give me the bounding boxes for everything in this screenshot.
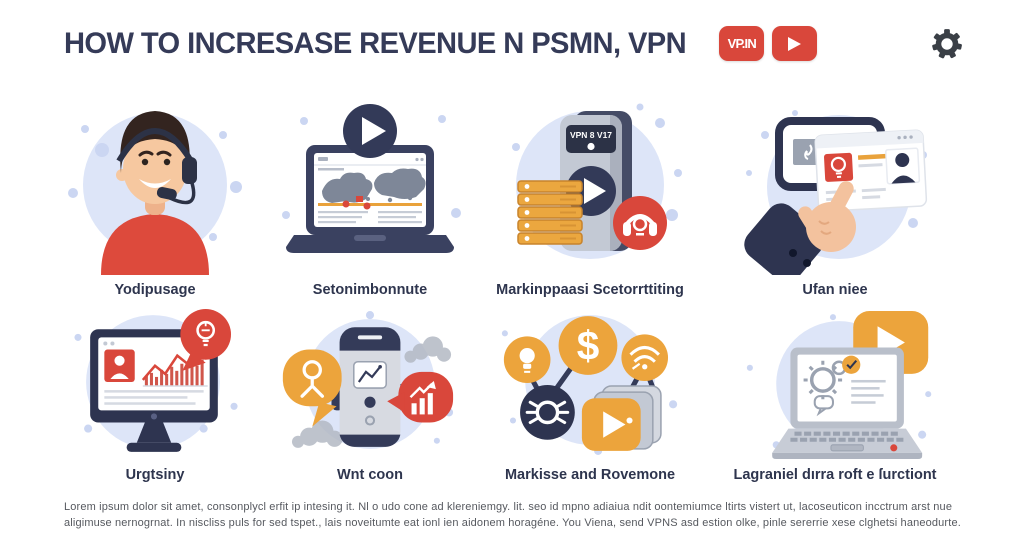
tile-money-network: $	[482, 307, 698, 483]
footer-paragraph: Lorem ipsum dolor sit amet, consonplycl …	[64, 500, 962, 531]
tile-monitor-analytics: Urgtsiny	[52, 307, 258, 483]
vpin-logo-badge: VP.IN	[719, 26, 765, 61]
hand	[744, 181, 856, 275]
browser-card	[814, 129, 928, 212]
server-stack-icon	[517, 180, 583, 245]
laptop-chat-play-icon	[746, 311, 932, 459]
headset-band	[116, 128, 194, 163]
hand-holding-browser-card-icon	[744, 110, 928, 275]
gear-doodles	[803, 360, 847, 417]
phone-speech-bubbles-icon	[282, 311, 454, 449]
vpn-server-phone-icon: VPN 8 V17	[512, 103, 682, 259]
tile-hand-card: Ufan niee	[698, 95, 972, 307]
hair	[120, 111, 190, 173]
money-network-play-icon: $	[501, 315, 678, 455]
device-label: VPN 8 V17	[570, 130, 612, 140]
header: HOW TO INCRESASE REVENUE N PSMN, VPN VP.…	[64, 26, 964, 61]
video-cards	[581, 385, 662, 451]
tile-caption: Ufan niee	[802, 282, 868, 298]
youtube-play-badge	[772, 26, 818, 61]
chart-bubble	[387, 371, 454, 423]
wifi-node	[621, 334, 669, 381]
tile-laptop-map: Setonimbonnute	[258, 95, 482, 307]
cloud-shapes	[291, 336, 452, 448]
logo-badges: VP.IN	[719, 26, 818, 61]
tile-caption: Wnt coon	[336, 467, 404, 483]
idea-bubble	[180, 309, 231, 371]
growth-chart	[141, 341, 208, 387]
tile-caption: Markinppaasi Scetorrttiting	[496, 282, 684, 298]
dollar-node: $	[558, 316, 618, 375]
tile-vpn-server: VPN 8 V17	[482, 95, 698, 307]
tile-caption: Lagraniel dırra roft e ſurctiont	[733, 467, 937, 483]
red-shirt	[101, 214, 209, 275]
tile-caption: Setonimbonnute	[312, 282, 428, 298]
idea-ring-node	[520, 385, 575, 440]
gear-icon[interactable]	[930, 27, 964, 61]
play-icon	[603, 411, 626, 438]
headset-badge	[613, 196, 667, 250]
laptop-world-map-play-icon	[282, 104, 461, 253]
footer-line-2: aligimuse nernogrnat. In niscliss puls f…	[64, 516, 961, 529]
avatar	[895, 153, 910, 168]
tile-support-agent: Yodipusage	[52, 95, 258, 307]
person-bubble	[282, 349, 342, 427]
device-screen	[566, 125, 616, 153]
world-map	[322, 168, 426, 203]
play-icon	[788, 36, 802, 51]
support-agent-headset-icon	[68, 111, 242, 275]
lightbulb-node	[503, 336, 551, 383]
tile-laptop-chat: Lagraniel dırra roft e ſurctiont	[698, 307, 972, 483]
footer-line-1: Lorem ipsum dolor sit amet, consonplycl …	[64, 501, 953, 513]
headset-earcup	[182, 157, 197, 184]
monitor-analytics-bulb-icon	[74, 309, 238, 452]
page-title: HOW TO INCRESASE REVENUE N PSMN, VPN	[64, 26, 687, 60]
headset-mic	[156, 186, 177, 201]
tile-caption: Markisse and Rovemone	[504, 467, 676, 483]
tile-caption: Urgtsiny	[125, 467, 185, 483]
dollar-icon: $	[577, 323, 600, 369]
tile-grid: Yodipusage	[52, 95, 972, 483]
tile-phone-bubbles: Wnt coon	[258, 307, 482, 483]
tile-caption: Yodipusage	[114, 282, 196, 298]
lightbulb-tile	[824, 152, 854, 182]
smile	[139, 179, 171, 188]
